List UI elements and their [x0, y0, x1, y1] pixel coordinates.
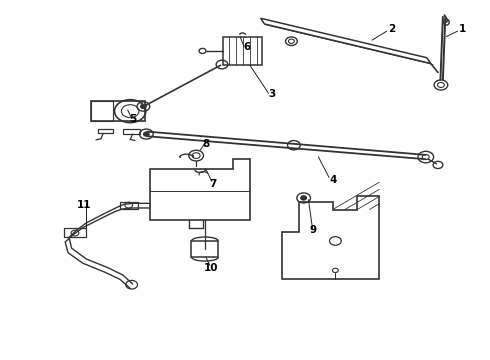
Text: 6: 6: [244, 42, 251, 52]
Text: 11: 11: [76, 200, 91, 210]
Text: 9: 9: [310, 225, 317, 235]
Text: 3: 3: [268, 89, 275, 99]
Text: 10: 10: [203, 263, 218, 273]
Text: 1: 1: [459, 24, 466, 35]
Text: 5: 5: [129, 114, 136, 124]
Text: 4: 4: [329, 175, 337, 185]
Circle shape: [141, 104, 147, 109]
Circle shape: [144, 132, 149, 136]
Text: 7: 7: [210, 179, 217, 189]
Circle shape: [301, 196, 307, 200]
Text: 8: 8: [202, 139, 210, 149]
Text: 2: 2: [388, 24, 395, 35]
